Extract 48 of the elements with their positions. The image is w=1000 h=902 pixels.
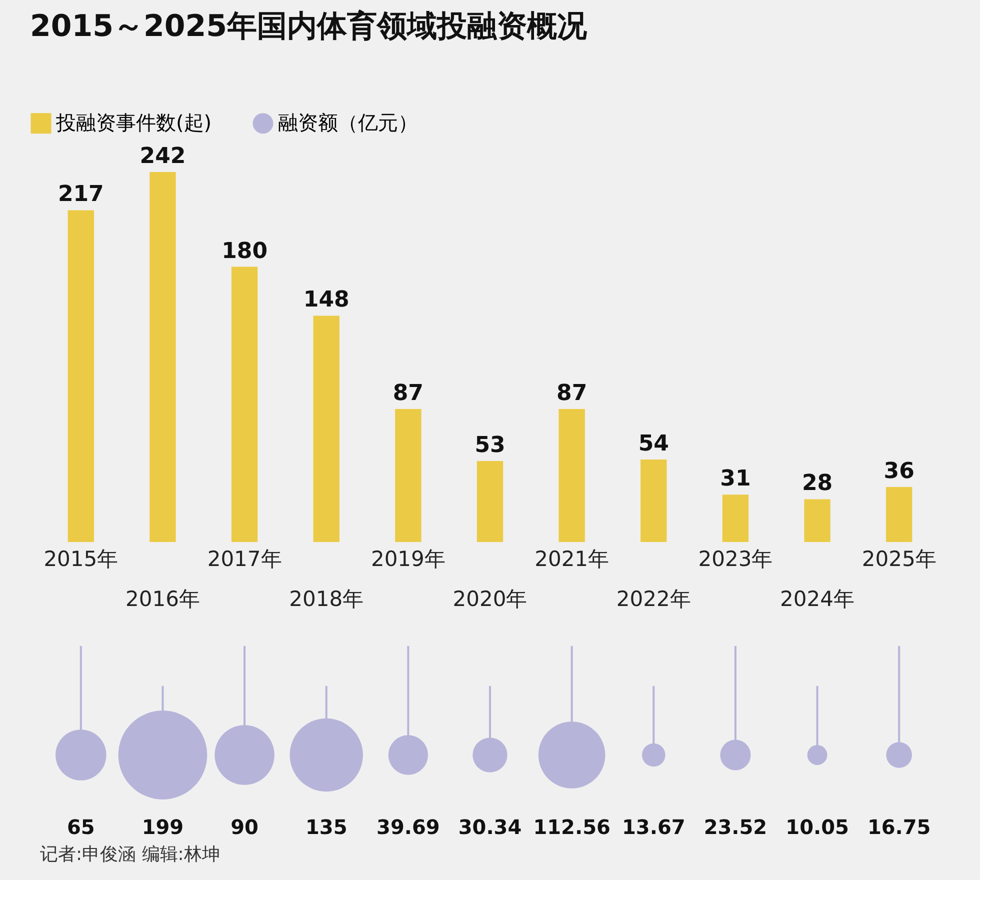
data-label: 53: [474, 432, 506, 458]
data-label: 217: [58, 182, 104, 208]
data-label: 10.05: [786, 815, 849, 839]
chart-title: 2015～2025年国内体育领域投融资概况: [30, 9, 588, 44]
bar: [640, 459, 667, 542]
data-label: 90: [230, 815, 258, 839]
x-tick-label: 2021年: [534, 547, 610, 571]
data-label: 31: [720, 466, 751, 492]
data-label: 242: [140, 144, 186, 169]
bar: [395, 408, 422, 542]
bar: [476, 460, 504, 542]
x-tick-label: 2015年: [44, 547, 118, 571]
x-tick-label: 2018年: [289, 587, 364, 611]
data-label: 180: [222, 238, 268, 264]
x-tick-label: 2025年: [862, 547, 936, 571]
data-label: 112.56: [533, 815, 610, 839]
bar: [68, 210, 94, 542]
data-label: 36: [884, 458, 914, 484]
x-tick-label: 2016年: [126, 587, 200, 611]
bar: [558, 408, 585, 542]
x-tick-label: 2023年: [698, 547, 773, 571]
legend-label: 融资额（亿元）: [278, 110, 418, 134]
data-label: 87: [556, 380, 588, 406]
x-tick-label: 2022年: [616, 587, 691, 611]
data-label: 30.34: [458, 815, 522, 839]
data-label: 65: [66, 815, 95, 839]
x-tick-label: 2017年: [207, 547, 282, 571]
bar: [313, 316, 340, 542]
data-label: 87: [392, 380, 424, 406]
data-label: 54: [638, 431, 669, 456]
bar: [886, 486, 912, 542]
bar: [231, 266, 258, 542]
data-label: 148: [303, 288, 350, 313]
data-label: 13.67: [622, 815, 686, 839]
data-label: 28: [802, 471, 833, 496]
x-tick-label: 2019年: [370, 547, 446, 571]
data-label: 135: [305, 815, 348, 839]
text: 记者:申俊涵 编辑:林坤: [40, 844, 220, 865]
bar: [722, 494, 749, 542]
data-label: 199: [142, 815, 184, 839]
bar: [804, 499, 830, 542]
data-label: 39.69: [376, 815, 440, 839]
bar: [150, 172, 176, 542]
x-tick-label: 2020年: [452, 587, 528, 611]
data-label: 23.52: [704, 815, 768, 839]
legend-label: 投融资事件数(起): [55, 110, 212, 134]
data-label: 16.75: [867, 815, 931, 839]
x-tick-label: 2024年: [780, 587, 854, 611]
